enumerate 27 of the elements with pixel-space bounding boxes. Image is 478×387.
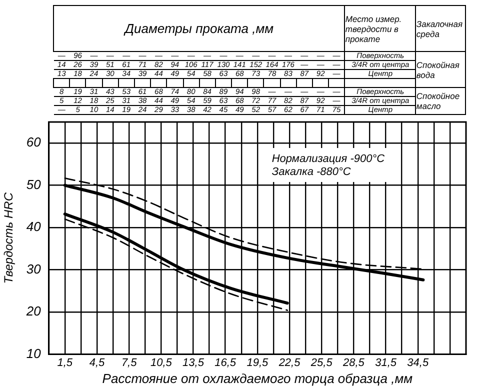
text: Спокойная вода [416, 52, 466, 88]
x-tick-label: 16,5 [214, 356, 237, 369]
x-tick-label: 10,5 [150, 356, 173, 369]
y-tick-label: 30 [26, 261, 42, 276]
x-tick-label: 22,5 [278, 356, 302, 369]
y-axis-title: Твердость HRC [2, 192, 16, 284]
text: Место измер. твердости в прокате [344, 6, 416, 52]
y-tick-label: 10 [26, 346, 42, 361]
x-tick-label: 4,5 [89, 356, 106, 369]
x-tick-label: 34,5 [407, 356, 430, 369]
x-tick-label: 19,5 [246, 356, 270, 369]
x-tick-label: 28,5 [342, 356, 366, 369]
annotation: Закалка -880°С [272, 166, 351, 178]
text: Спокойное масло [416, 88, 466, 114]
x-tick-label: 1,5 [57, 356, 74, 369]
annotation: Нормализация -900°С [272, 153, 385, 165]
text: Диаметры проката ,мм [54, 6, 345, 52]
y-tick-label: 20 [25, 304, 42, 319]
x-tick-label: 31,5 [375, 356, 398, 369]
y-tick-label: 60 [26, 134, 42, 150]
x-tick-label: 7,5 [121, 356, 138, 369]
y-tick-label: 50 [26, 176, 42, 192]
text: Закалочная среда [416, 6, 466, 52]
y-tick-label: 40 [26, 219, 42, 234]
x-axis-title: Расстояние от охлаждаемого торца образца ,мм [102, 370, 413, 386]
x-tick-label: 25,5 [310, 356, 334, 369]
x-tick-label: 13,5 [182, 356, 205, 369]
